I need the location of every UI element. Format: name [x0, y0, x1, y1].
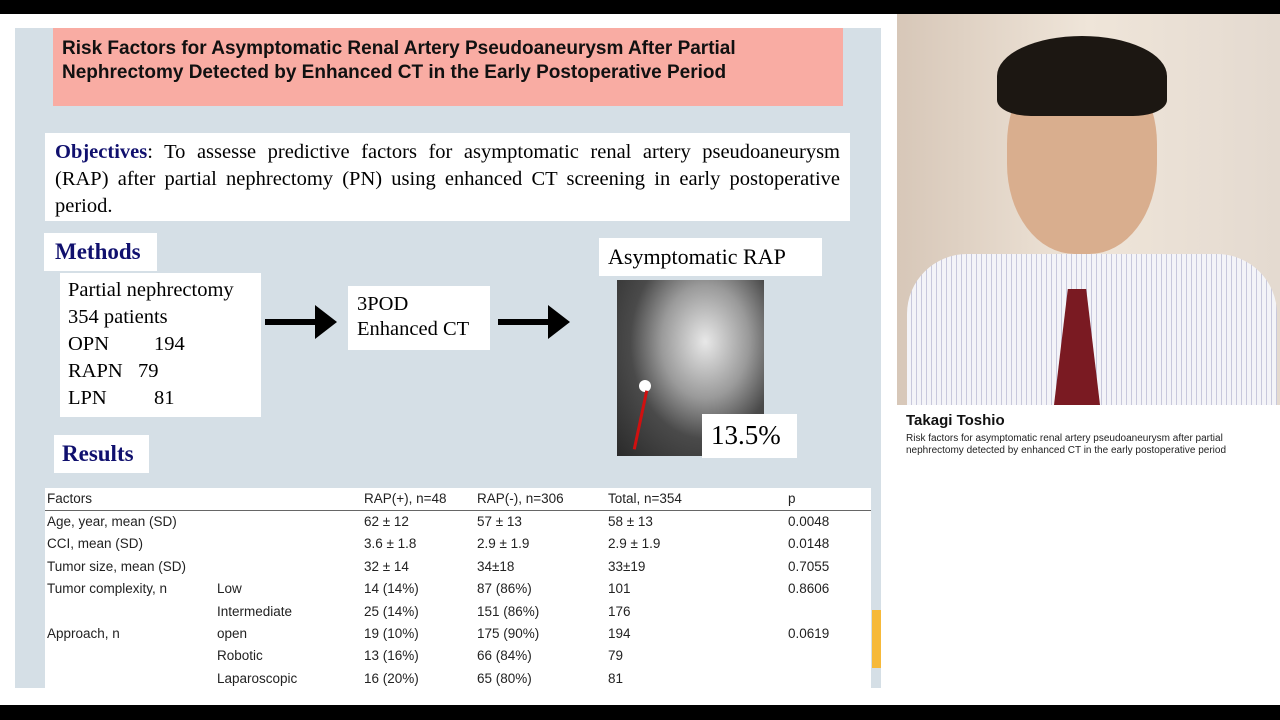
table-cell: 3.6 ± 1.8	[364, 536, 417, 552]
cohort-key: OPN	[68, 333, 110, 355]
table-cell: Tumor size, mean (SD)	[47, 558, 187, 574]
rap-percentage: 13.5%	[702, 414, 797, 458]
table-cell: Low	[217, 581, 242, 597]
table-cell: 14 (14%)	[364, 581, 419, 597]
table-cell	[45, 600, 215, 622]
table-cell: 176	[608, 603, 631, 619]
table-cell	[786, 667, 871, 689]
table-cell: Factors	[45, 488, 215, 511]
table-row: Laparoscopic 16 (20%) 65 (80%) 81	[45, 667, 871, 689]
table-cell: 65 (80%)	[477, 670, 532, 686]
table-cell: 175 (90%)	[477, 626, 540, 642]
table-cell: 66 (84%)	[477, 648, 532, 664]
table-row: Age, year, mean (SD) 62 ± 12 57 ± 13 58 ± 1…	[45, 510, 871, 532]
table-cell: 34±18	[477, 558, 515, 574]
ct-line: Enhanced CT	[357, 318, 470, 340]
table-cell: 101	[608, 581, 631, 597]
table-cell: Laparoscopic	[217, 670, 298, 686]
table-cell: 58 ± 13	[608, 514, 653, 530]
slide-panel: Risk Factors for Asymptomatic Renal Arte…	[0, 14, 897, 691]
table-cell: 0.8606	[788, 581, 830, 597]
table-cell: Total, n=354	[606, 488, 786, 511]
table-cell: 151 (86%)	[477, 603, 540, 619]
cohort-value: 194	[154, 333, 185, 355]
table-cell: 25 (14%)	[364, 603, 419, 619]
table-header: Factors RAP(+), n=48 RAP(-), n=306 Total, n…	[45, 488, 871, 511]
ct-box: 3POD Enhanced CT	[348, 286, 490, 350]
results-table: Factors RAP(+), n=48 RAP(-), n=306 Total, n…	[45, 488, 871, 691]
table-cell: 79	[608, 648, 624, 664]
speaker-panel: Takagi Toshio Risk factors for asymptoma…	[897, 14, 1280, 705]
speaker-name: Takagi Toshio	[906, 412, 1005, 429]
table-cell	[215, 555, 362, 577]
cohort-line: 354 patients	[68, 306, 168, 328]
table-cell: p	[786, 488, 871, 511]
ct-line: 3POD	[357, 293, 409, 315]
table-cell	[215, 510, 362, 532]
table-row: Tumor size, mean (SD) 32 ± 14 34±18 33±19 0.…	[45, 555, 871, 577]
bottom-strip	[0, 688, 897, 705]
table-cell: 13 (16%)	[364, 648, 419, 664]
cohort-row: RAPN 79	[68, 358, 253, 385]
methods-label: Methods	[44, 233, 157, 271]
table-row: Robotic 13 (16%) 66 (84%) 79	[45, 645, 871, 667]
cohort-box: Partial nephrectomy 354 patients OPN 194 …	[60, 273, 261, 417]
cohort-key: RAPN	[68, 360, 123, 382]
table-cell: 0.7055	[788, 558, 830, 574]
table-row: Intermediate 25 (14%) 151 (86%) 176	[45, 600, 871, 622]
table-cell: 2.9 ± 1.9	[477, 536, 530, 552]
cohort-value: 81	[154, 387, 175, 409]
table-cell: 16 (20%)	[364, 670, 419, 686]
table-cell: 81	[608, 670, 624, 686]
red-arrow-icon	[632, 390, 649, 450]
table-cell	[45, 645, 215, 667]
table-cell: 32 ± 14	[364, 558, 409, 574]
table-cell: 0.0148	[788, 536, 830, 552]
table-row: CCI, mean (SD) 3.6 ± 1.8 2.9 ± 1.9 2.9 ± 1.…	[45, 533, 871, 555]
objectives-box: Objectives: To assesse predictive factor…	[45, 133, 850, 221]
table-cell: 62 ± 12	[364, 514, 409, 530]
slide-accent-bar	[872, 610, 881, 668]
slide-title: Risk Factors for Asymptomatic Renal Arte…	[53, 28, 843, 106]
cohort-value: 79	[138, 360, 159, 382]
rap-label: Asymptomatic RAP	[599, 238, 822, 276]
table-cell	[215, 488, 362, 511]
table-cell: 0.0048	[788, 514, 830, 530]
table-cell: Intermediate	[217, 603, 293, 619]
cohort-row: OPN 194	[68, 331, 253, 358]
objectives-label: Objectives	[55, 141, 148, 163]
objectives-text: : To assesse predictive factors for asym…	[55, 141, 840, 217]
table-cell: 87 (86%)	[477, 581, 532, 597]
table-row: Approach, n open 19 (10%) 175 (90%) 194 0.061…	[45, 622, 871, 644]
table-row: Tumor complexity, n Low 14 (14%) 87 (86%) 10…	[45, 578, 871, 600]
results-label: Results	[54, 435, 149, 473]
speaker-video	[897, 14, 1280, 405]
table-cell: Age, year, mean (SD)	[47, 514, 177, 530]
slide: Risk Factors for Asymptomatic Renal Arte…	[15, 28, 881, 691]
table-cell: 57 ± 13	[477, 514, 522, 530]
table-cell: Robotic	[217, 648, 263, 664]
table-cell: 19 (10%)	[364, 626, 419, 642]
table-cell: Approach, n	[47, 626, 120, 642]
cohort-row: LPN 81	[68, 385, 253, 412]
table-cell	[786, 645, 871, 667]
cohort-line: Partial nephrectomy	[68, 279, 234, 301]
table-cell: 2.9 ± 1.9	[608, 536, 661, 552]
table-cell: RAP(+), n=48	[362, 488, 475, 511]
table-cell: 33±19	[608, 558, 646, 574]
table-cell	[215, 533, 362, 555]
cohort-key: LPN	[68, 387, 107, 409]
arrow-right-icon	[265, 305, 337, 339]
table-cell: RAP(-), n=306	[475, 488, 606, 511]
talk-description: Risk factors for asymptomatic renal arte…	[906, 433, 1227, 456]
table-cell: Tumor complexity, n	[47, 581, 168, 597]
table-cell: 0.0619	[788, 626, 830, 642]
table-cell: open	[217, 626, 248, 642]
arrow-right-icon	[498, 305, 570, 339]
table-cell	[786, 600, 871, 622]
table-cell: 194	[608, 626, 631, 642]
table-cell	[45, 667, 215, 689]
table-cell: CCI, mean (SD)	[47, 536, 144, 552]
